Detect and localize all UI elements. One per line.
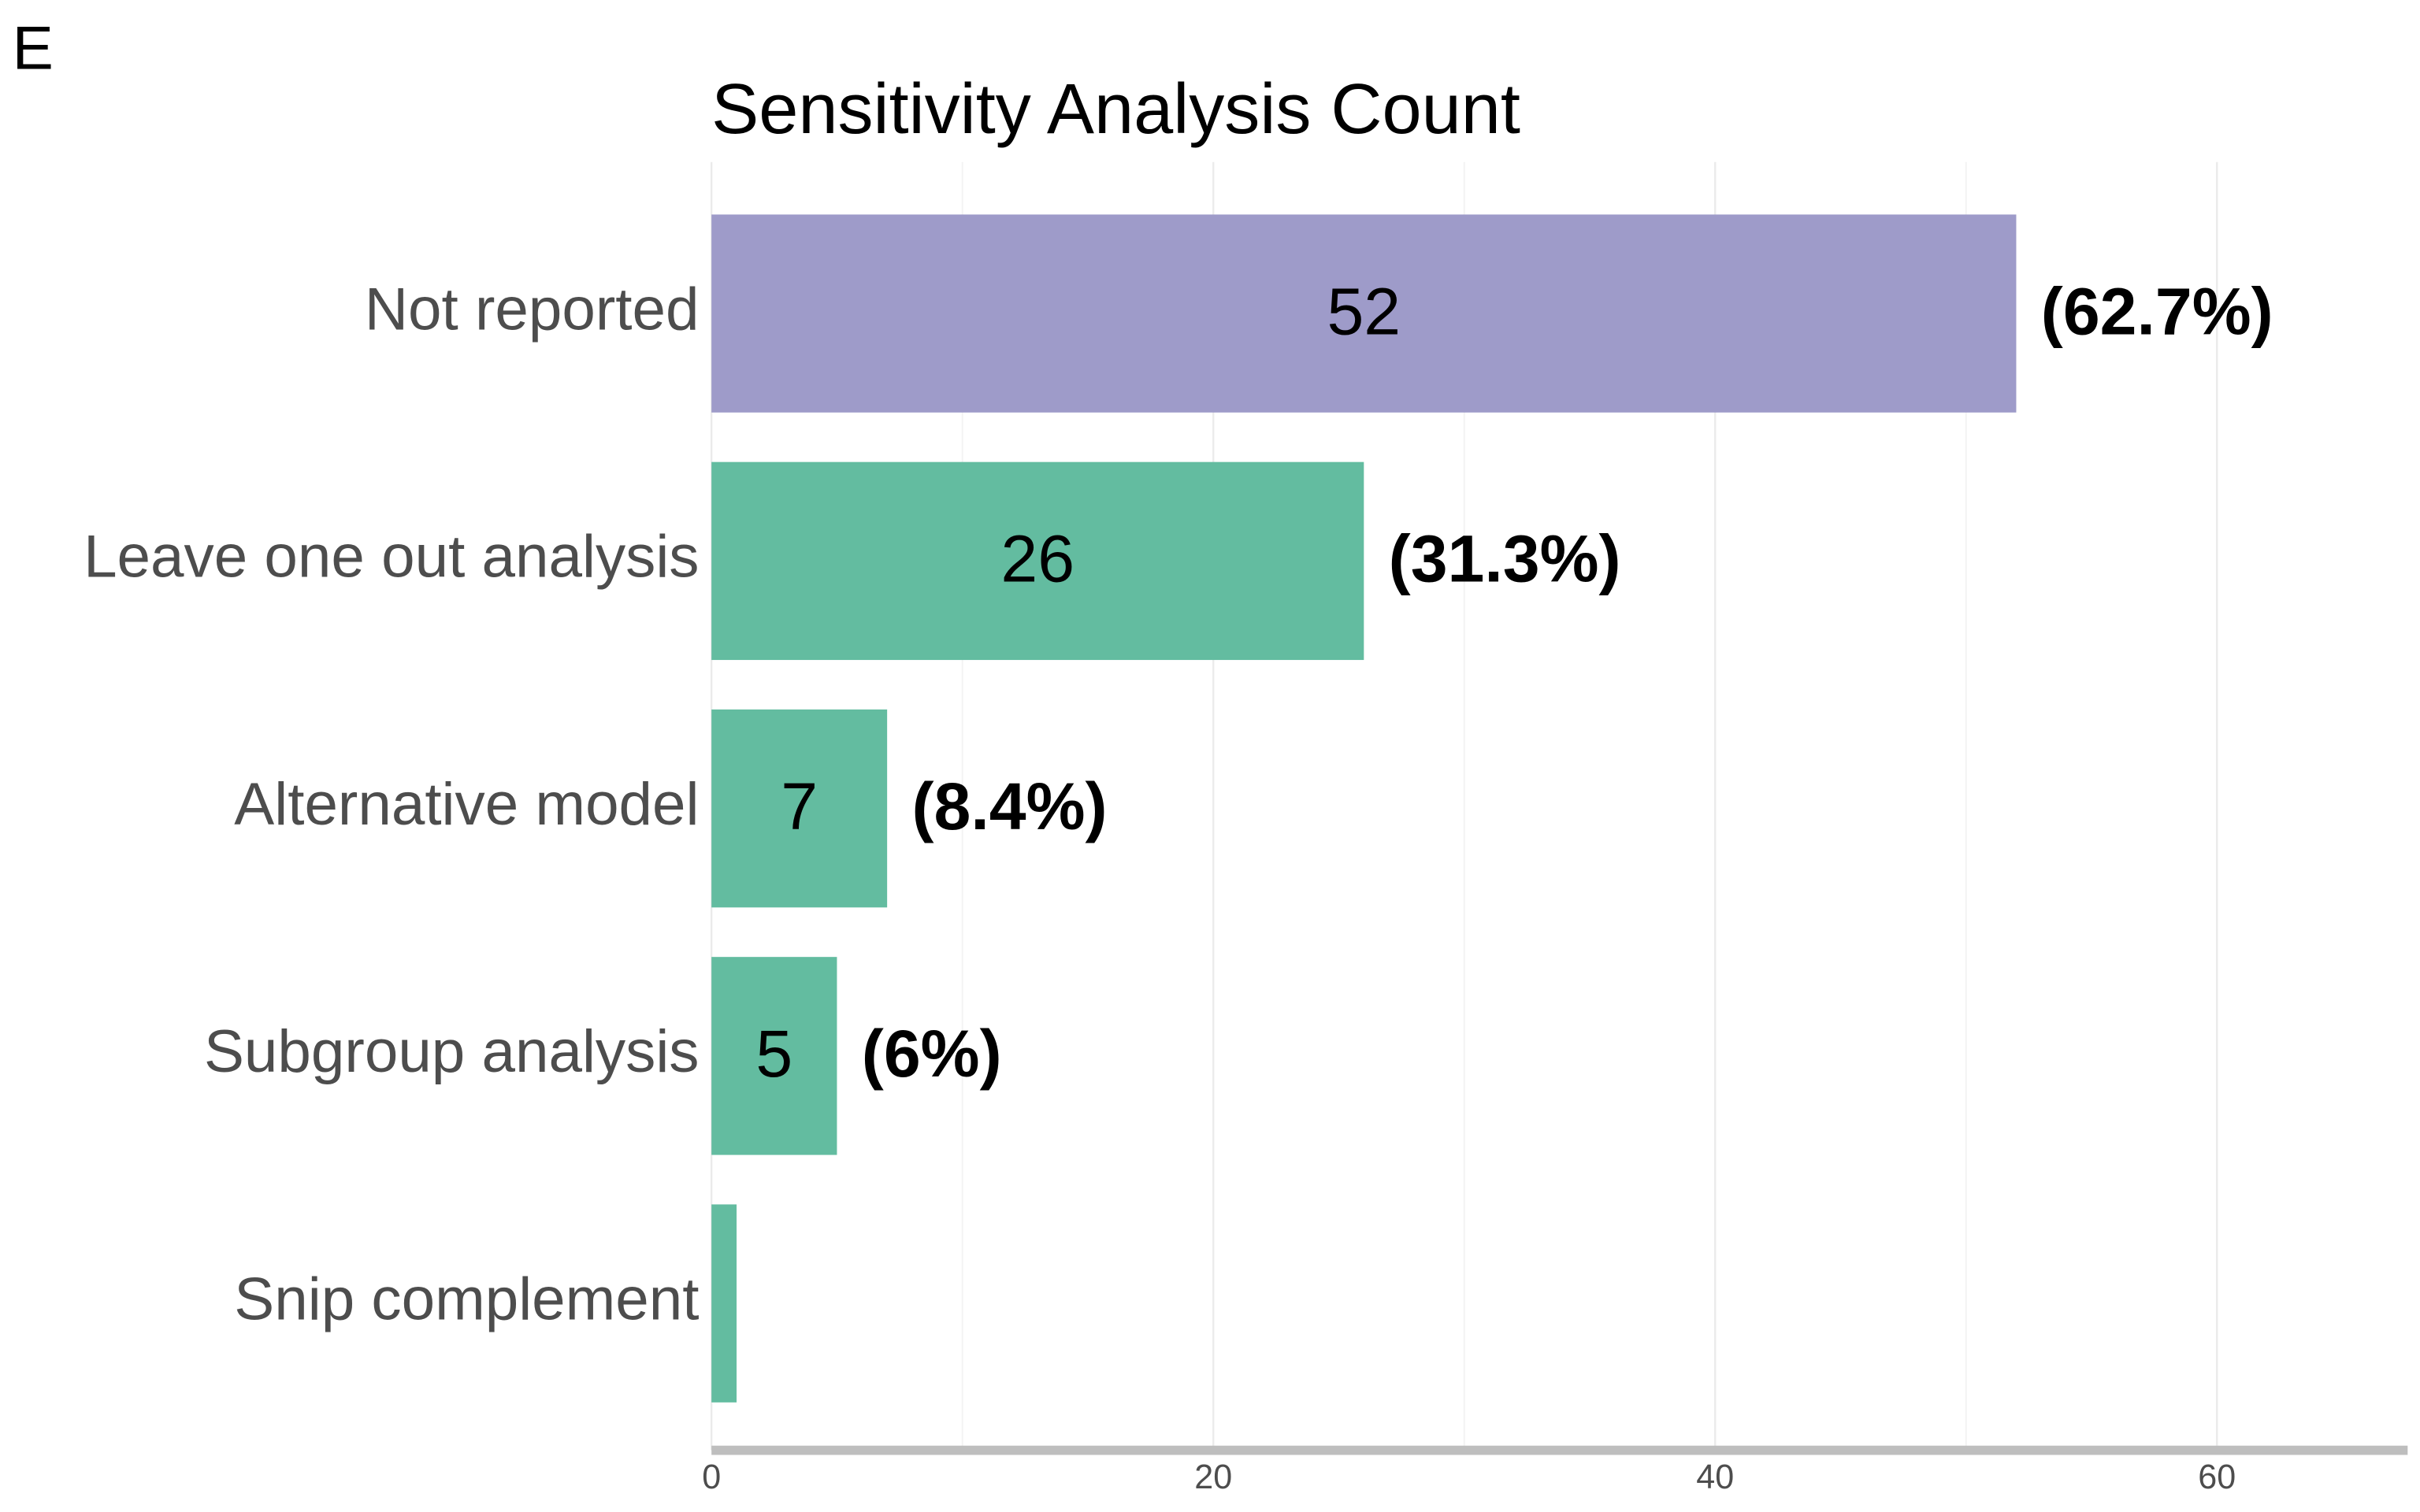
percent-label: (62.7%) bbox=[2041, 274, 2273, 348]
value-label: 5 bbox=[755, 1017, 792, 1091]
x-tick-label: 40 bbox=[1696, 1458, 1734, 1496]
y-tick-label: Leave one out analysis bbox=[84, 524, 699, 591]
y-tick-label: Alternative model bbox=[234, 771, 699, 838]
y-tick-label: Not reported bbox=[365, 276, 700, 343]
bar bbox=[711, 214, 2017, 413]
y-tick-label: Subgroup analysis bbox=[204, 1018, 700, 1085]
bar bbox=[711, 1204, 737, 1403]
x-tick-label: 20 bbox=[1194, 1458, 1232, 1496]
percent-label: (6%) bbox=[862, 1017, 1002, 1091]
panel-label: E bbox=[13, 13, 54, 82]
percent-label: (31.3%) bbox=[1389, 522, 1621, 596]
value-label: 52 bbox=[1327, 274, 1401, 348]
chart-title: Sensitivity Analysis Count bbox=[711, 69, 1520, 149]
x-tick-label: 0 bbox=[702, 1458, 721, 1496]
x-tick-label: 60 bbox=[2198, 1458, 2236, 1496]
y-tick-label: Snip complement bbox=[234, 1266, 699, 1332]
value-label: 26 bbox=[1000, 522, 1075, 596]
percent-label: (8.4%) bbox=[911, 769, 1107, 843]
bar bbox=[711, 709, 888, 908]
bar bbox=[711, 461, 1364, 661]
value-label: 7 bbox=[781, 769, 818, 843]
bar bbox=[711, 957, 837, 1155]
